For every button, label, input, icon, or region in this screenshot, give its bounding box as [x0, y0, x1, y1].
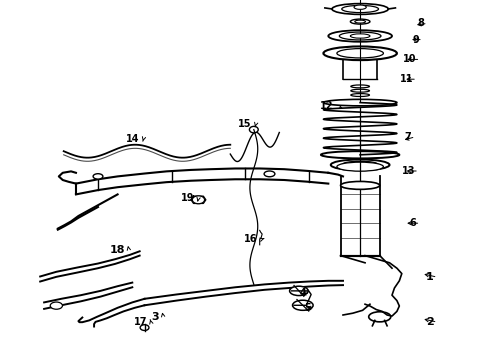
Ellipse shape: [93, 174, 103, 179]
Ellipse shape: [350, 34, 370, 38]
Text: 11: 11: [399, 74, 413, 84]
Ellipse shape: [355, 20, 366, 23]
Ellipse shape: [264, 171, 275, 177]
Text: 17: 17: [133, 317, 147, 327]
Ellipse shape: [50, 302, 63, 309]
Ellipse shape: [354, 5, 367, 9]
Text: 6: 6: [410, 218, 416, 228]
Text: 4: 4: [299, 288, 306, 298]
Ellipse shape: [290, 286, 308, 296]
Ellipse shape: [193, 196, 205, 204]
Text: 15: 15: [238, 119, 252, 129]
Text: 16: 16: [244, 234, 257, 244]
Text: 14: 14: [126, 134, 140, 144]
Text: 19: 19: [181, 193, 195, 203]
Text: 10: 10: [403, 54, 416, 64]
Text: 1: 1: [426, 272, 434, 282]
Text: 7: 7: [405, 132, 412, 142]
Ellipse shape: [337, 162, 383, 171]
Ellipse shape: [293, 300, 313, 310]
Text: 8: 8: [417, 18, 424, 28]
Text: 2: 2: [426, 317, 434, 327]
Text: 12: 12: [319, 101, 333, 111]
Ellipse shape: [341, 181, 380, 189]
Text: 3: 3: [151, 312, 159, 322]
Ellipse shape: [140, 325, 149, 330]
Text: 18: 18: [109, 245, 125, 255]
Text: 5: 5: [304, 303, 311, 313]
Text: 9: 9: [412, 35, 419, 45]
Text: 13: 13: [401, 166, 415, 176]
Ellipse shape: [249, 126, 258, 133]
